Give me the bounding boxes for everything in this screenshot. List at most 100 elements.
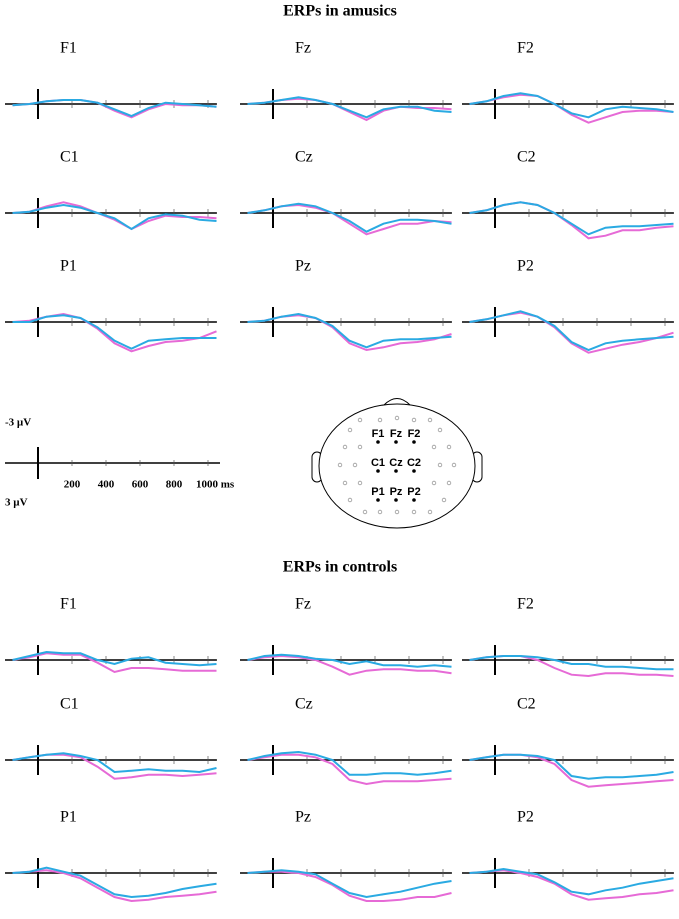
electrode-dot <box>437 427 443 433</box>
electrode-dot <box>357 480 363 486</box>
electrode-dot <box>357 444 363 450</box>
electrode-marker <box>376 498 380 502</box>
electrode-dot <box>441 497 447 503</box>
electrode-dot <box>394 415 400 421</box>
electrode-grid <box>337 415 457 515</box>
waveform <box>469 655 674 671</box>
waveform <box>12 866 217 899</box>
electrode-dot <box>342 480 348 486</box>
electrode-dot <box>431 480 437 486</box>
waveform <box>12 650 217 667</box>
waveform <box>247 97 452 122</box>
panel-label: F1 <box>60 596 77 613</box>
electrode-marker <box>394 440 398 444</box>
panel-label: Fz <box>295 40 311 57</box>
x-tick-label: 1000 ms <box>196 479 235 491</box>
waveform <box>12 652 217 674</box>
waveform <box>469 655 674 678</box>
electrode-dot <box>352 462 358 468</box>
electrode-label: Cz <box>389 457 403 469</box>
electrode-marker <box>394 498 398 502</box>
electrode-dot <box>357 417 363 423</box>
electrode-dot <box>437 462 443 468</box>
electrode-marker <box>412 498 416 502</box>
waveform <box>469 92 674 119</box>
waveform <box>12 99 217 118</box>
electrode-marker <box>412 469 416 473</box>
electrode-marker <box>376 469 380 473</box>
electrode-label: C1 <box>371 457 385 469</box>
waveform <box>469 201 674 240</box>
waveform <box>247 202 452 233</box>
electrode-dot <box>427 509 433 515</box>
electrode-marker <box>376 440 380 444</box>
electrode-dot <box>337 462 343 468</box>
electrode-label: C2 <box>407 457 421 469</box>
electrode-dot <box>446 480 452 486</box>
head-outline <box>318 403 476 529</box>
electrode-dot <box>394 509 400 515</box>
x-tick-label: 600 <box>132 479 149 491</box>
waveform <box>247 870 452 902</box>
x-tick-label: 400 <box>98 479 115 491</box>
electrode-label: P1 <box>371 486 384 498</box>
y-tick-label: -3 µV <box>5 417 31 429</box>
panel-label: Pz <box>295 809 311 826</box>
electrode-dot <box>362 509 368 515</box>
group-title: ERPs in amusics <box>283 3 397 20</box>
panel-label: P1 <box>60 258 77 275</box>
waveform <box>469 311 674 354</box>
electrode-label: Pz <box>390 486 403 498</box>
electrode-dot <box>451 462 457 468</box>
electrode-label: Fz <box>390 428 403 440</box>
electrode-dot <box>377 417 383 423</box>
waveform <box>12 753 217 780</box>
panel-label: Cz <box>295 696 313 713</box>
panel-label: F2 <box>517 596 534 613</box>
waveform <box>12 201 217 231</box>
electrode-label: P2 <box>407 486 420 498</box>
x-tick-label: 800 <box>166 479 183 491</box>
panel-label: P1 <box>60 809 77 826</box>
electrode-dot <box>342 444 348 450</box>
electrode-dot <box>347 497 353 503</box>
nose <box>383 398 411 406</box>
electrode-marker <box>394 469 398 473</box>
waveform <box>469 869 674 901</box>
electrode-dot <box>446 444 452 450</box>
waveform <box>247 654 452 676</box>
waveform <box>469 201 674 236</box>
waveform <box>12 869 217 903</box>
electrode-dot <box>427 417 433 423</box>
waveform <box>247 750 452 776</box>
waveform <box>247 314 452 352</box>
waveform <box>247 653 452 668</box>
panel-label: C2 <box>517 149 536 166</box>
panel-label: C1 <box>60 149 79 166</box>
waveform <box>12 312 217 353</box>
electrode-label: F1 <box>372 428 385 440</box>
panel-label: Fz <box>295 596 311 613</box>
electrode-label: F2 <box>408 428 421 440</box>
waveform <box>469 753 674 780</box>
panel-label: P2 <box>517 258 534 275</box>
electrode-dot <box>411 417 417 423</box>
panel-label: C1 <box>60 696 79 713</box>
panel-label: C2 <box>517 696 536 713</box>
waveform <box>469 93 674 124</box>
panel-label: Pz <box>295 258 311 275</box>
waveform <box>247 753 452 786</box>
group-title: ERPs in controls <box>283 559 397 576</box>
x-tick-label: 200 <box>64 479 81 491</box>
electrode-marker <box>412 440 416 444</box>
electrode-dot <box>347 427 353 433</box>
waveform <box>469 310 674 352</box>
panel-label: F1 <box>60 40 77 57</box>
panel-label: P2 <box>517 809 534 826</box>
waveform <box>247 312 452 349</box>
electrode-dot <box>411 509 417 515</box>
y-tick-label: 3 µV <box>5 497 28 509</box>
waveform <box>12 203 217 231</box>
electrode-dot <box>377 509 383 515</box>
